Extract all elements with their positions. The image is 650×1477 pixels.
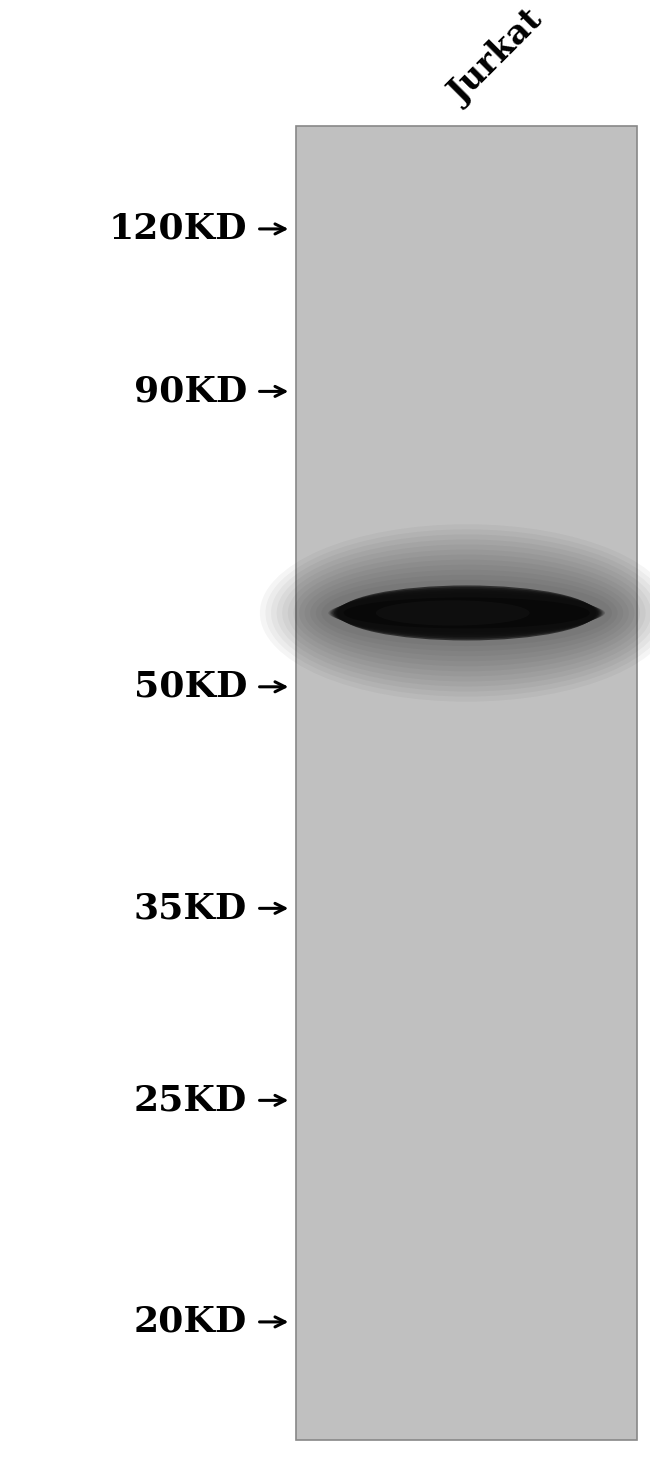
- Text: 20KD: 20KD: [134, 1304, 247, 1340]
- Text: Jurkat: Jurkat: [443, 4, 550, 111]
- Text: 120KD: 120KD: [109, 211, 247, 247]
- Bar: [296, 126, 637, 1440]
- Ellipse shape: [338, 585, 595, 641]
- Ellipse shape: [328, 597, 605, 629]
- Ellipse shape: [330, 595, 604, 631]
- Text: 90KD: 90KD: [134, 374, 247, 409]
- Text: 25KD: 25KD: [134, 1083, 247, 1118]
- Ellipse shape: [334, 591, 599, 635]
- Ellipse shape: [331, 594, 603, 632]
- Ellipse shape: [344, 598, 590, 628]
- Ellipse shape: [376, 600, 530, 626]
- Text: 35KD: 35KD: [134, 891, 247, 926]
- Text: 50KD: 50KD: [134, 669, 247, 705]
- Ellipse shape: [335, 589, 598, 637]
- Ellipse shape: [337, 588, 597, 638]
- Ellipse shape: [333, 592, 601, 634]
